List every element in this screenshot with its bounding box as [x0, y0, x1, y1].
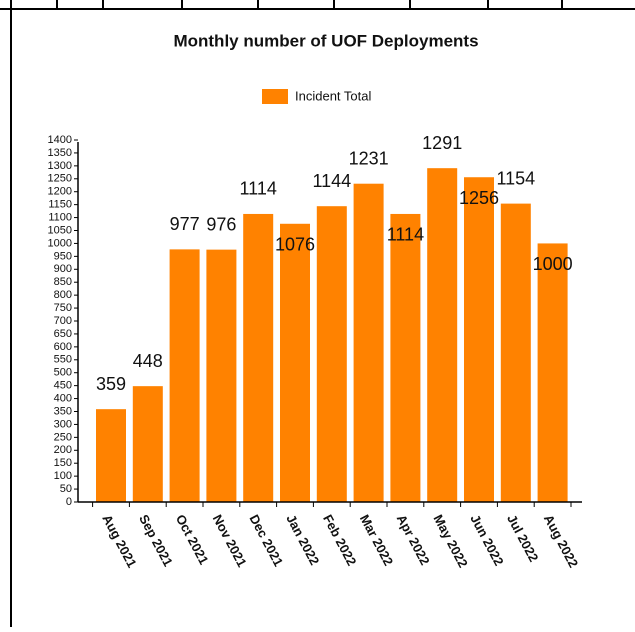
x-tick-label: Aug 2022 — [541, 512, 581, 570]
y-tick-label: 1000 — [48, 237, 72, 249]
y-tick-label: 700 — [54, 315, 72, 327]
bar — [243, 213, 274, 503]
x-tick-label: Feb 2022 — [320, 512, 359, 568]
data-label: 1154 — [496, 168, 535, 188]
data-label: 1000 — [533, 254, 573, 274]
y-tick-label: 400 — [54, 392, 72, 404]
data-label: 1231 — [349, 148, 389, 168]
data-label: 1291 — [422, 133, 462, 153]
x-tick-label: Apr 2022 — [394, 512, 433, 568]
y-tick-label: 1350 — [48, 147, 72, 159]
y-tick-label: 250 — [54, 431, 72, 443]
y-tick-label: 350 — [54, 405, 72, 417]
bar — [427, 168, 458, 503]
y-tick-label: 50 — [60, 483, 72, 495]
bar — [500, 203, 531, 502]
bar — [390, 213, 421, 503]
data-label: 977 — [170, 214, 200, 234]
x-tick-label: May 2022 — [431, 512, 471, 570]
y-tick-label: 100 — [54, 470, 72, 482]
bar — [353, 183, 384, 502]
data-label: 1114 — [240, 179, 277, 199]
y-tick-label: 300 — [54, 418, 72, 430]
y-tick-label: 1400 — [48, 134, 72, 146]
x-tick-label: Dec 2021 — [247, 512, 287, 569]
y-tick-label: 500 — [54, 367, 72, 379]
x-tick-label: Sep 2021 — [136, 512, 176, 569]
y-tick-label: 750 — [54, 302, 72, 314]
x-tick-label: Nov 2021 — [210, 512, 250, 569]
data-label: 359 — [96, 374, 126, 394]
y-tick-label: 1250 — [48, 173, 72, 185]
data-label: 976 — [206, 214, 236, 234]
y-tick-label: 550 — [54, 354, 72, 366]
legend-label: Incident Total — [295, 88, 371, 103]
y-tick-label: 0 — [66, 496, 72, 508]
y-tick-label: 900 — [54, 263, 72, 275]
y-tick-label: 1200 — [48, 186, 72, 198]
y-tick-label: 200 — [54, 444, 72, 456]
x-tick-label: Jun 2022 — [467, 512, 506, 568]
y-tick-label: 1100 — [48, 211, 72, 223]
data-label: 1076 — [275, 235, 315, 255]
y-tick-label: 800 — [54, 289, 72, 301]
bar — [96, 409, 126, 502]
y-tick-label: 650 — [54, 328, 72, 340]
x-tick-label: Oct 2021 — [173, 512, 212, 567]
data-label: 1144 — [312, 171, 351, 191]
y-tick-label: 600 — [54, 341, 72, 353]
bar — [132, 386, 163, 502]
bar — [537, 243, 568, 502]
x-tick-label: Mar 2022 — [357, 512, 396, 568]
data-label: 1256 — [459, 188, 499, 208]
bar — [464, 177, 494, 502]
x-tick-label: Aug 2021 — [99, 512, 139, 570]
bar — [169, 249, 200, 502]
data-label: 448 — [133, 351, 163, 371]
bar — [316, 206, 347, 503]
y-tick-label: 1300 — [48, 160, 72, 172]
y-tick-label: 1150 — [48, 199, 72, 211]
y-tick-label: 1050 — [48, 224, 72, 236]
bar — [206, 249, 237, 502]
legend-swatch — [262, 89, 288, 104]
bar — [280, 223, 310, 502]
data-label: 1114 — [387, 225, 424, 245]
y-tick-label: 950 — [54, 250, 72, 262]
x-tick-label: Jul 2022 — [504, 512, 541, 564]
y-tick-label: 450 — [54, 380, 72, 392]
y-tick-label: 150 — [54, 457, 72, 469]
y-tick-label: 850 — [54, 276, 72, 288]
x-tick-label: Jan 2022 — [283, 512, 322, 568]
chart-title: Monthly number of UOF Deployments — [173, 31, 478, 50]
